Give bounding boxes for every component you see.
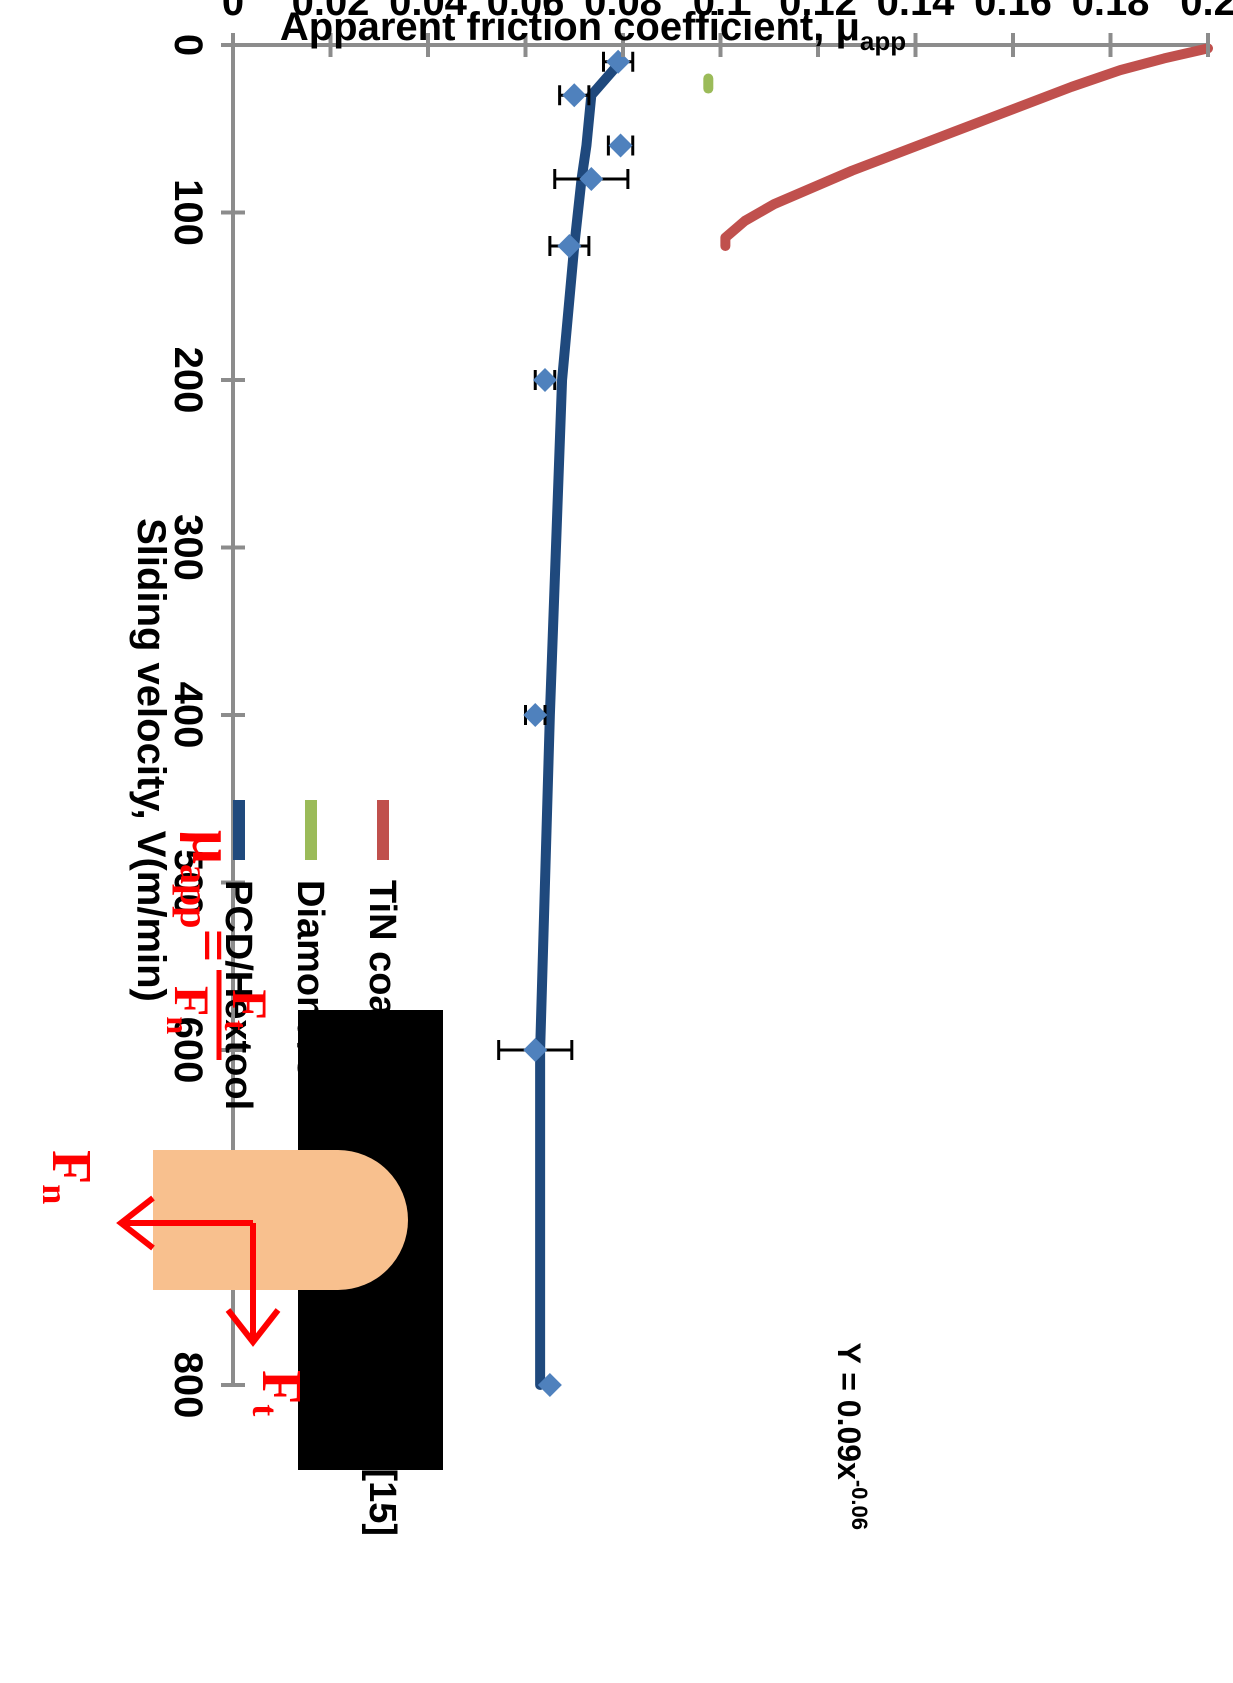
mu-formula-denominator: Fn <box>160 986 220 1035</box>
y-tick-label-group: 0.12 <box>779 0 857 24</box>
fn-label: Fn <box>35 1150 102 1204</box>
y-tick-label: 0.1 <box>693 0 749 24</box>
chart-rotated-group: 010020030040050060070080000.020.040.060.… <box>35 0 1233 1536</box>
y-tick-label-group: 0.18 <box>1072 0 1150 24</box>
y-tick-label: 0.12 <box>779 0 857 24</box>
y-axis-title-group: Apparent friction coefficient, μapp <box>280 5 906 56</box>
series-line <box>720 43 1213 251</box>
fit-equation-main: Y = 0.09x <box>831 1343 867 1481</box>
fn-arrow-head <box>116 1195 155 1251</box>
mu-num-main: F <box>222 989 278 1020</box>
y-tick-label-group: 0.14 <box>877 0 956 24</box>
ft-label: Ft <box>245 1370 312 1416</box>
fit-equation-exponent: -0.06 <box>847 1480 872 1530</box>
y-tick-label-group: 0.2 <box>1180 0 1233 24</box>
y-tick-label-group: 0.16 <box>974 0 1052 24</box>
mu-formula-numerator: Ft <box>218 989 278 1031</box>
y-tick-label: 0.04 <box>389 0 468 24</box>
mu-formula-lhs: μapp= <box>172 830 246 963</box>
pin-shape <box>153 1150 408 1290</box>
data-point <box>562 83 587 108</box>
mu-num-sub: t <box>218 1020 254 1031</box>
x-tick-label: 600 <box>166 1017 210 1084</box>
y-tick-label: 0.06 <box>487 0 565 24</box>
series-line <box>535 56 626 1390</box>
x-tick-label: 800 <box>166 1352 210 1419</box>
x-tick-label: 100 <box>166 179 210 246</box>
y-axis-title-main: Apparent friction coefficient, μ <box>280 5 860 49</box>
y-tick-label-group: 0.06 <box>487 0 565 24</box>
fn-label-sub: n <box>35 1184 75 1204</box>
y-tick-label: 0.08 <box>584 0 662 24</box>
y-tick-label: 0.16 <box>974 0 1052 24</box>
x-tick-label: 400 <box>166 682 210 749</box>
mu-symbol: μ <box>180 830 246 864</box>
data-point <box>608 133 633 158</box>
data-point <box>523 703 548 727</box>
data-point <box>579 167 604 191</box>
mu-den-sub: n <box>160 1016 196 1034</box>
y-tick-label-group: 0.04 <box>389 0 468 24</box>
y-tick-label-group: 0 <box>222 0 244 24</box>
y-tick-label: 0.14 <box>877 0 956 24</box>
mu-equals: = <box>180 929 246 963</box>
y-tick-label-group: 0.02 <box>292 0 370 24</box>
fn-label-main: F <box>40 1150 102 1184</box>
x-tick-label: 0 <box>166 34 210 56</box>
y-tick-label: 0 <box>222 0 244 24</box>
y-tick-label: 0.2 <box>1180 0 1233 24</box>
x-tick-label: 200 <box>166 347 210 414</box>
x-tick-label: 500 <box>166 849 210 916</box>
y-tick-label: 0.18 <box>1072 0 1150 24</box>
ft-arrow-head <box>225 1308 281 1347</box>
fit-equation: Y = 0.09x-0.06 <box>831 1343 872 1530</box>
mu-den-main: F <box>164 986 220 1017</box>
friction-schematic: Fn Ft μapp= Ft Fn <box>35 830 443 1470</box>
x-tick-label: 300 <box>166 514 210 581</box>
data-point <box>533 368 557 392</box>
legend-label: PCD/Hextool <box>217 880 259 1110</box>
series-layer <box>497 43 1213 1397</box>
mu-subscript: app <box>172 864 217 929</box>
y-tick-label: 0.02 <box>292 0 370 24</box>
x-axis-title: Sliding velocity, V(m/min) <box>129 518 173 1002</box>
data-point <box>523 1038 548 1062</box>
ft-label-main: F <box>250 1370 312 1404</box>
data-point <box>537 1373 562 1397</box>
ticks-layer: 010020030040050060070080000.020.040.060.… <box>166 0 1233 1418</box>
y-axis-title: Apparent friction coefficient, μapp <box>280 5 906 56</box>
ft-label-sub: t <box>245 1404 285 1416</box>
data-point <box>557 234 582 258</box>
y-tick-label-group: 0.1 <box>693 0 749 24</box>
y-tick-label-group: 0.08 <box>584 0 662 24</box>
y-axis-title-sub: app <box>860 26 906 56</box>
